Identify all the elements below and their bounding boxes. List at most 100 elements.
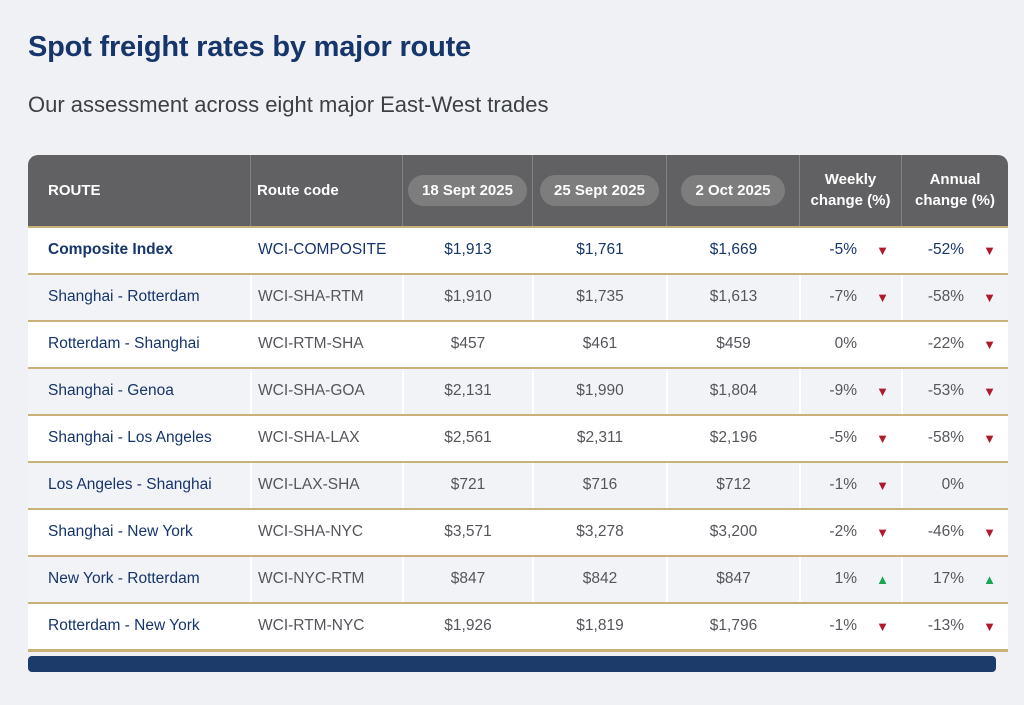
route-code: WCI-COMPOSITE	[250, 227, 402, 273]
weekly-change-value: -2%	[829, 523, 857, 541]
rate-value-date-3: $1,796	[666, 603, 799, 649]
annual-change-cell: -52% ▼	[901, 227, 1008, 273]
rate-value-date-1: $457	[402, 321, 532, 367]
route-code: WCI-SHA-NYC	[250, 509, 402, 555]
down-triangle-icon: ▼	[876, 242, 889, 258]
down-triangle-icon: ▼	[876, 383, 889, 399]
table-row: New York - Rotterdam WCI-NYC-RTM $847 $8…	[28, 556, 1008, 604]
rate-value-date-2: $1,761	[532, 227, 666, 273]
annual-change-value: -22%	[927, 335, 964, 353]
date-pill-2-oct-2025: 2 Oct 2025	[681, 174, 785, 206]
page: Spot freight rates by major route Our as…	[0, 31, 1024, 672]
rate-value-date-3: $847	[666, 556, 799, 602]
annual-change-value: -13%	[927, 617, 964, 635]
rate-value-date-1: $3,571	[402, 509, 532, 555]
route-name: Rotterdam - New York	[48, 617, 200, 635]
rate-value-date-1: $1,910	[402, 274, 532, 320]
table-row: Composite Index WCI-COMPOSITE $1,913 $1,…	[28, 227, 1008, 275]
annual-change-value: 0%	[941, 476, 964, 494]
route-code: WCI-SHA-GOA	[250, 368, 402, 414]
weekly-change-cell: -5% ▼	[799, 227, 901, 273]
table-row: Los Angeles - Shanghai WCI-LAX-SHA $721 …	[28, 462, 1008, 510]
route-code: WCI-RTM-SHA	[250, 321, 402, 367]
down-triangle-icon: ▼	[876, 430, 889, 446]
annual-change-cell: -58% ▼	[901, 415, 1008, 461]
route-code: WCI-SHA-RTM	[250, 274, 402, 320]
table-row: Shanghai - Los Angeles WCI-SHA-LAX $2,56…	[28, 415, 1008, 463]
table-footer-bar	[28, 655, 996, 672]
rate-value-date-2: $1,990	[532, 368, 666, 414]
rate-value-date-2: $1,819	[532, 603, 666, 649]
rate-value-date-1: $2,561	[402, 415, 532, 461]
weekly-change-cell: -1% ▼	[799, 603, 901, 649]
down-triangle-icon: ▼	[983, 430, 996, 446]
weekly-change-value: 1%	[834, 570, 857, 588]
rate-value-date-1: $847	[402, 556, 532, 602]
down-triangle-icon: ▼	[876, 477, 889, 493]
route-name: Shanghai - New York	[48, 523, 193, 541]
table-header-row: ROUTE Route code 18 Sept 2025 25 Sept 20…	[28, 154, 1008, 228]
annual-change-value: 17%	[932, 570, 964, 588]
annual-change-value: -52%	[927, 241, 964, 259]
annual-change-value: -53%	[927, 382, 964, 400]
down-triangle-icon: ▼	[876, 618, 889, 634]
date-pill-25-sept-2025: 25 Sept 2025	[540, 174, 659, 206]
col-header-annual-change: Annual change (%)	[901, 154, 1008, 226]
weekly-change-value: 0%	[834, 335, 857, 353]
rate-value-date-2: $2,311	[532, 415, 666, 461]
weekly-change-cell: -5% ▼	[799, 415, 901, 461]
rate-value-date-2: $461	[532, 321, 666, 367]
weekly-change-value: -7%	[829, 288, 857, 306]
rate-value-date-3: $3,200	[666, 509, 799, 555]
up-triangle-icon: ▲	[876, 571, 889, 587]
route-code: WCI-NYC-RTM	[250, 556, 402, 602]
annual-change-cell: -46% ▼	[901, 509, 1008, 555]
annual-change-cell: -58% ▼	[901, 274, 1008, 320]
rate-value-date-2: $3,278	[532, 509, 666, 555]
down-triangle-icon: ▼	[983, 289, 996, 305]
weekly-change-value: -5%	[829, 241, 857, 259]
weekly-change-cell: -1% ▼	[799, 462, 901, 508]
annual-change-value: -58%	[927, 429, 964, 447]
annual-change-cell: 17% ▲	[901, 556, 1008, 602]
annual-change-cell: -22% ▼	[901, 321, 1008, 367]
rate-value-date-2: $716	[532, 462, 666, 508]
down-triangle-icon: ▼	[983, 336, 996, 352]
rate-value-date-1: $1,913	[402, 227, 532, 273]
rate-value-date-3: $459	[666, 321, 799, 367]
route-name: Shanghai - Los Angeles	[48, 429, 212, 447]
date-pill-18-sept-2025: 18 Sept 2025	[408, 174, 527, 206]
table-row: Shanghai - Genoa WCI-SHA-GOA $2,131 $1,9…	[28, 368, 1008, 416]
weekly-change-cell: 0%	[799, 321, 901, 367]
route-code: WCI-SHA-LAX	[250, 415, 402, 461]
freight-rates-table: ROUTE Route code 18 Sept 2025 25 Sept 20…	[28, 154, 1008, 652]
weekly-change-cell: -9% ▼	[799, 368, 901, 414]
weekly-change-cell: 1% ▲	[799, 556, 901, 602]
route-code: WCI-RTM-NYC	[250, 603, 402, 649]
down-triangle-icon: ▼	[983, 618, 996, 634]
route-name: Los Angeles - Shanghai	[48, 476, 212, 494]
table-body: Composite Index WCI-COMPOSITE $1,913 $1,…	[28, 227, 1008, 652]
rate-value-date-2: $842	[532, 556, 666, 602]
route-name: New York - Rotterdam	[48, 570, 200, 588]
rate-value-date-1: $2,131	[402, 368, 532, 414]
rate-value-date-3: $1,613	[666, 274, 799, 320]
col-header-date-2: 25 Sept 2025	[532, 154, 666, 226]
page-subtitle: Our assessment across eight major East-W…	[28, 92, 549, 118]
weekly-change-value: -1%	[829, 476, 857, 494]
annual-change-cell: 0%	[901, 462, 1008, 508]
weekly-change-value: -1%	[829, 617, 857, 635]
annual-change-value: -46%	[927, 523, 964, 541]
col-header-date-1: 18 Sept 2025	[402, 154, 532, 226]
col-header-weekly-change: Weekly change (%)	[799, 154, 901, 226]
rate-value-date-3: $2,196	[666, 415, 799, 461]
col-header-date-3: 2 Oct 2025	[666, 154, 799, 226]
down-triangle-icon: ▼	[983, 242, 996, 258]
weekly-change-value: -9%	[829, 382, 857, 400]
rate-value-date-1: $721	[402, 462, 532, 508]
route-code: WCI-LAX-SHA	[250, 462, 402, 508]
route-name: Shanghai - Rotterdam	[48, 288, 200, 306]
down-triangle-icon: ▼	[876, 524, 889, 540]
up-triangle-icon: ▲	[983, 571, 996, 587]
table-row: Rotterdam - New York WCI-RTM-NYC $1,926 …	[28, 603, 1008, 652]
